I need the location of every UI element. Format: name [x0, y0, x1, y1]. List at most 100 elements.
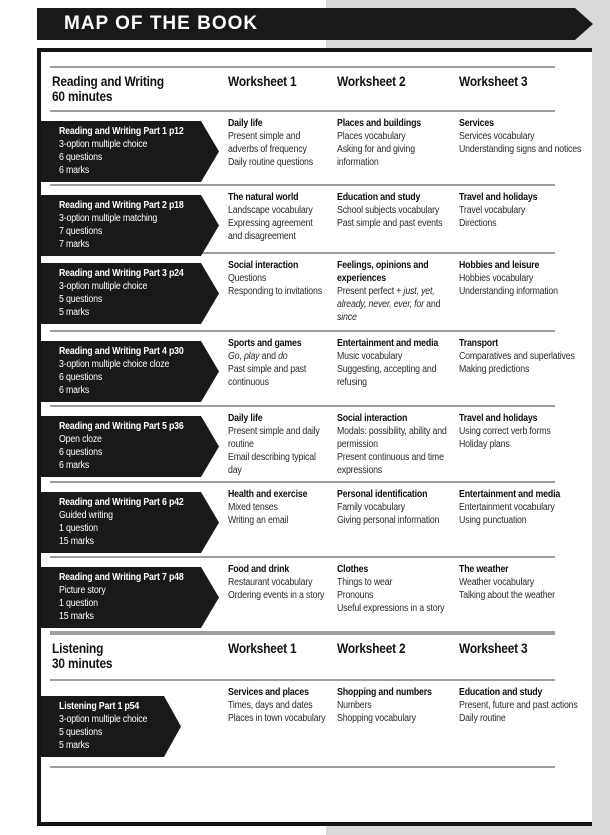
part-detail: 6 marks	[59, 164, 205, 177]
worksheet-item: Asking for and giving information	[337, 144, 416, 168]
worksheet-cell-text: Services Services vocabulary Understanding…	[459, 117, 582, 156]
section-title: Reading and Writing 60 minutes	[41, 68, 228, 104]
part-cell: Listening Part 1 p54 3-option multiple ch…	[41, 681, 228, 757]
worksheet-cell-text: Services and places Times, days and dates…	[228, 686, 327, 725]
worksheet-cell-text: Social interaction Modals: possibility, a…	[337, 412, 449, 477]
part-ribbon: Reading and Writing Part 4 p30 3-option m…	[41, 341, 219, 402]
worksheet-cell-1: Health and exercise Mixed tenses Writing a…	[228, 483, 337, 531]
worksheet-topic: Health and exercise	[228, 489, 308, 500]
part-detail: 7 marks	[59, 238, 205, 251]
section-title-line2: 30 minutes	[52, 656, 113, 671]
worksheet-cell-3: Education and study Present, future and p…	[459, 681, 592, 729]
worksheet-cell-1: Daily life Present simple and adverbs of …	[228, 112, 337, 173]
worksheet-topic: Sports and games	[228, 338, 302, 349]
part-detail-text: 7 marks	[59, 239, 90, 250]
worksheet-cell-text: Daily life Present simple and adverbs of …	[228, 117, 327, 169]
part-detail-text: 5 marks	[59, 740, 90, 751]
worksheet-item: Questions	[228, 273, 267, 284]
part-detail-text: Picture story	[59, 585, 106, 596]
section-title-line2: 60 minutes	[52, 89, 113, 104]
worksheet-item: Mixed tenses	[228, 502, 278, 513]
part-ribbon-arrow: Reading and Writing Part 7 p48 Picture st…	[41, 567, 219, 628]
worksheet-topic: Personal identification	[337, 489, 428, 500]
worksheet-cell-text: The weather Weather vocabulary Talking abo…	[459, 563, 582, 602]
section-title-text: Reading and Writing 60 minutes	[52, 74, 228, 104]
part-title: Reading and Writing Part 7 p48	[59, 571, 205, 584]
part-detail-text: 6 marks	[59, 460, 90, 471]
worksheet-item: Using correct verb forms	[459, 426, 551, 437]
worksheet-cell-1: Food and drink Restaurant vocabulary Order…	[228, 558, 337, 606]
part-ribbon: Reading and Writing Part 3 p24 3-option m…	[41, 263, 219, 324]
row-divider	[50, 66, 555, 68]
worksheet-item: Present continuous and time expressions	[337, 452, 444, 476]
worksheet-cell-text: Hobbies and leisure Hobbies vocabulary Und…	[459, 259, 582, 298]
part-detail-text: Open cloze	[59, 434, 102, 445]
part-cell: Reading and Writing Part 6 p42 Guided wri…	[41, 483, 228, 553]
section-header-row: Listening 30 minutes Worksheet 1 Worksheet …	[41, 635, 592, 679]
table-row: Reading and Writing Part 3 p24 3-option m…	[41, 254, 592, 330]
section-title-line1: Reading and Writing	[52, 74, 164, 89]
table-row: Reading and Writing Part 2 p18 3-option m…	[41, 186, 592, 256]
worksheet-item: Hobbies vocabulary	[459, 273, 534, 284]
worksheet-topic: Hobbies and leisure	[459, 260, 540, 271]
part-title-text: Reading and Writing Part 7 p48	[59, 572, 184, 583]
part-ribbon: Listening Part 1 p54 3-option multiple ch…	[41, 696, 181, 757]
worksheet-cell-1: Social interaction Questions Responding to…	[228, 254, 337, 302]
row-divider	[50, 633, 555, 635]
worksheet-cell-1: Services and places Times, days and dates…	[228, 681, 337, 729]
part-ribbon-arrow: Reading and Writing Part 5 p36 Open cloze…	[41, 416, 219, 477]
row-divider	[50, 110, 555, 112]
worksheet-item: Modals: possibility, ability and permiss…	[337, 426, 447, 450]
worksheet-topic: Services	[459, 118, 494, 129]
part-cell: Reading and Writing Part 7 p48 Picture st…	[41, 558, 228, 628]
part-detail: 3-option multiple matching	[59, 212, 205, 225]
part-cell: Reading and Writing Part 1 p12 3-option m…	[41, 112, 228, 182]
worksheet-item: Restaurant vocabulary	[228, 577, 313, 588]
italic-term: just, yet, already, never, ever, for	[337, 286, 435, 310]
worksheet-topic: Services and places	[228, 687, 309, 698]
row-divider	[50, 330, 555, 332]
table-bottom-spacer	[41, 768, 592, 822]
part-detail-text: 3-option multiple choice cloze	[59, 359, 170, 370]
worksheet-topic: Places and buildings	[337, 118, 422, 129]
text-segment: ,	[239, 351, 244, 362]
map-table-flow: Reading and Writing 60 minutes Worksheet 1…	[41, 52, 592, 822]
worksheet-cell-text: Sports and games Go, play and do Past simp…	[228, 337, 327, 389]
part-cell: Reading and Writing Part 4 p30 3-option m…	[41, 332, 228, 402]
part-detail-text: 7 questions	[59, 226, 103, 237]
row-divider	[50, 556, 555, 558]
worksheet-cell-2: Places and buildings Places vocabulary Ask…	[337, 112, 459, 173]
map-table: Reading and Writing 60 minutes Worksheet 1…	[37, 48, 592, 826]
worksheet-topic: Education and study	[459, 687, 543, 698]
part-detail-text: 3-option multiple choice	[59, 281, 148, 292]
part-detail: 1 question	[59, 522, 205, 535]
part-detail-text: 5 questions	[59, 294, 103, 305]
part-detail-text: 3-option multiple choice	[59, 714, 148, 725]
part-detail: 6 marks	[59, 459, 205, 472]
part-ribbon: Reading and Writing Part 5 p36 Open cloze…	[41, 416, 219, 477]
worksheet-topic: Travel and holidays	[459, 192, 538, 203]
part-ribbon-arrow: Reading and Writing Part 2 p18 3-option m…	[41, 195, 219, 256]
worksheet-item: Travel vocabulary	[459, 205, 526, 216]
part-title-text: Reading and Writing Part 4 p30	[59, 346, 184, 357]
worksheet-header-text: Worksheet 3	[459, 641, 528, 656]
worksheet-cell-3: Hobbies and leisure Hobbies vocabulary Und…	[459, 254, 592, 302]
row-divider	[50, 631, 555, 633]
worksheet-cell-3: Transport Comparatives and superlatives Ma…	[459, 332, 592, 380]
section-title-text: Listening 30 minutes	[52, 641, 228, 671]
worksheet-topic: Feelings, opinions and experiences	[337, 260, 429, 284]
worksheet-item: Suggesting, accepting and refusing	[337, 364, 437, 388]
worksheet-cell-2: Personal identification Family vocabulary…	[337, 483, 459, 531]
worksheet-item: Music vocabulary	[337, 351, 403, 362]
table-row: Reading and Writing Part 5 p36 Open cloze…	[41, 407, 592, 481]
part-title: Reading and Writing Part 4 p30	[59, 345, 205, 358]
part-detail-text: 1 question	[59, 598, 98, 609]
worksheet-cell-3: Services Services vocabulary Understanding…	[459, 112, 592, 160]
part-title-text: Reading and Writing Part 1 p12	[59, 126, 184, 137]
italic-term: play	[243, 351, 260, 362]
worksheet-cell-text: Places and buildings Places vocabulary Ask…	[337, 117, 449, 169]
part-ribbon-arrow: Reading and Writing Part 4 p30 3-option m…	[41, 341, 219, 402]
table-row: Reading and Writing Part 7 p48 Picture st…	[41, 558, 592, 631]
worksheet-cell-1: Daily life Present simple and daily routi…	[228, 407, 337, 481]
part-detail: 15 marks	[59, 610, 205, 623]
